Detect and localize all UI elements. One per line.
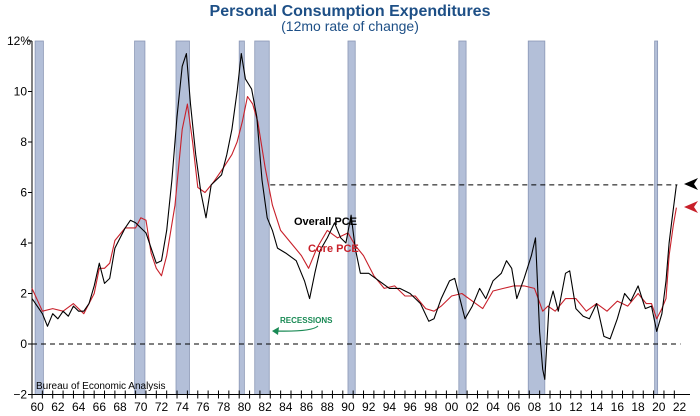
y-tick-label: −2 [13,388,27,402]
x-tick-label: 62 [51,400,65,414]
x-tick-label: 68 [113,400,127,414]
recession-band [654,40,659,395]
x-tick-label: 60 [31,400,45,414]
overall-pce-line [31,53,677,380]
recession-band [238,40,245,395]
x-tick-label: 64 [72,400,86,414]
recession-band [458,40,467,395]
recession-band [527,40,546,395]
x-tick-label: 84 [279,400,293,414]
x-tick-label: 16 [611,400,625,414]
x-tick-label: 70 [134,400,148,414]
x-tick-label: 98 [424,400,438,414]
x-tick-label: 76 [196,400,210,414]
x-tick-label: 80 [238,400,252,414]
x-tick-label: 94 [383,400,397,414]
chart-subtitle: (12mo rate of change) [281,18,419,34]
x-tick-label: 08 [528,400,542,414]
x-tick-label: 12 [569,400,583,414]
x-tick-label: 78 [217,400,231,414]
x-tick-label: 96 [403,400,417,414]
recessions-arrow-line [273,325,319,332]
x-tick-label: 74 [176,400,190,414]
x-tick-label: 66 [93,400,107,414]
recession-band [34,40,44,395]
x-tick-label: 22 [673,400,687,414]
core-latest-arrow-icon [684,201,698,213]
overall-latest-arrow-icon [684,178,698,190]
x-tick-label: 92 [362,400,376,414]
x-tick-label: 06 [507,400,521,414]
x-tick-label: 18 [631,400,645,414]
y-tick-label: 8 [20,135,27,149]
x-tick-label: 82 [258,400,272,414]
legend-overall-pce: Overall PCE [294,216,357,228]
y-tick-label: 6 [20,186,27,200]
y-tick-label: 12% [7,34,31,48]
x-tick-label: 88 [321,400,335,414]
x-tick-label: 90 [341,400,355,414]
source-label: Bureau of Economic Analysis [36,381,166,392]
recession-band [175,40,190,395]
core-pce-line [31,95,677,320]
y-tick-label: 10 [14,85,28,99]
x-tick-label: 20 [652,400,666,414]
y-tick-label: 0 [20,337,27,351]
recession-band [134,40,146,395]
recessions-label: RECESSIONS [280,316,333,325]
legend-core-pce: Core PCE [308,243,359,255]
recessions-arrow-icon [272,327,279,335]
chart-title: Personal Consumption Expenditures [210,3,491,20]
x-tick-label: 86 [300,400,314,414]
x-tick-label: 00 [445,400,459,414]
x-tick-label: 14 [590,400,604,414]
x-tick-label: 72 [155,400,169,414]
x-tick-label: 04 [486,400,500,414]
y-tick-label: 2 [20,287,27,301]
x-tick-label: 02 [466,400,480,414]
y-tick-label: 4 [20,236,27,250]
x-tick-label: 10 [549,400,563,414]
